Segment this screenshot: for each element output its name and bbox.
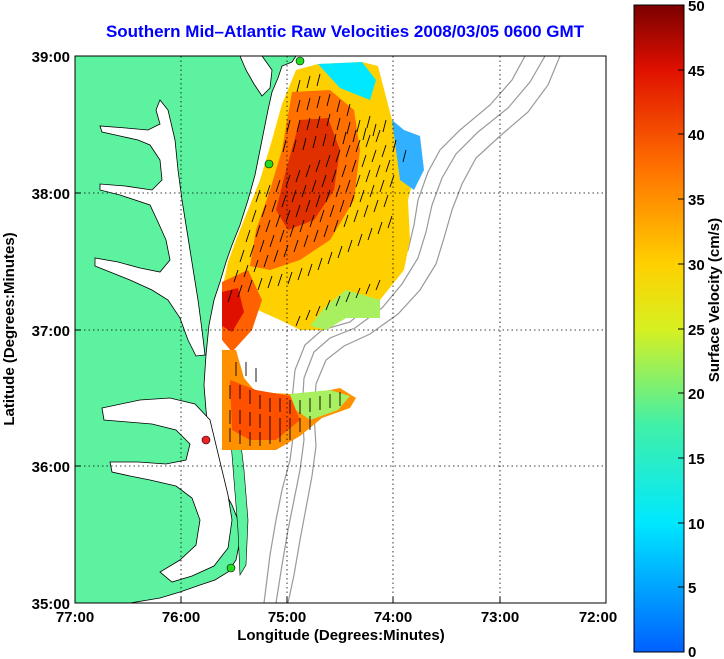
y-tick-label: 36:00 <box>32 459 70 476</box>
delaware-bay <box>239 56 273 97</box>
pamlico-sound <box>101 397 233 583</box>
station-marker <box>264 159 274 169</box>
chesapeake-bay <box>94 99 206 357</box>
radar-stations <box>201 56 305 573</box>
chart-title: Southern Mid–Atlantic Raw Velocities 200… <box>105 22 585 41</box>
tick-marks <box>74 55 607 604</box>
y-tick-label: 35:00 <box>32 596 70 613</box>
x-tick-label: 77:00 <box>56 609 94 626</box>
colorbar-tick-label: 50 <box>688 0 705 15</box>
station-marker <box>226 563 236 573</box>
velocity-vectors <box>227 73 407 446</box>
y-tick-label: 39:00 <box>32 49 70 66</box>
y-axis-label: Latitude (Degrees:Minutes) <box>1 232 18 425</box>
y-tick-label: 37:00 <box>32 323 70 340</box>
colorbar-tick-label: 40 <box>688 127 705 144</box>
x-tick-label: 76:00 <box>162 609 200 626</box>
x-tick-labels: 77:00 76:00 75:00 74:00 73:00 72:00 <box>56 609 617 626</box>
station-marker <box>201 435 211 445</box>
colorbar-tick-label: 45 <box>688 63 705 80</box>
colorbar-tick-label: 5 <box>688 580 696 597</box>
x-axis-label: Longitude (Degrees:Minutes) <box>237 627 445 644</box>
colorbar-tick-label: 20 <box>688 386 705 403</box>
velocity-region-west-peak <box>222 288 244 332</box>
y-tick-label: 38:00 <box>32 186 70 203</box>
x-tick-label: 74:00 <box>374 609 412 626</box>
colorbar-tick-label: 25 <box>688 322 705 339</box>
station-marker <box>295 56 305 66</box>
grid-lines <box>75 56 606 603</box>
velocity-region-green <box>310 290 380 330</box>
colorbar-tick-label: 0 <box>688 644 696 659</box>
x-tick-label: 72:00 <box>579 609 617 626</box>
velocity-region-east <box>392 120 424 190</box>
x-tick-label: 75:00 <box>268 609 306 626</box>
colorbar-tick-label: 35 <box>688 192 705 209</box>
colorbar-tick-label: 15 <box>688 451 705 468</box>
colorbar <box>633 4 685 653</box>
x-tick-label: 73:00 <box>481 609 519 626</box>
colorbar-ticks <box>678 4 684 653</box>
velocity-region-south-peak <box>230 380 300 440</box>
colorbar-tick-labels: 50 45 40 35 30 25 20 15 10 5 0 <box>688 0 705 659</box>
colorbar-label: Surface Velocity (cm/s) <box>706 218 723 382</box>
y-tick-labels: 39:00 38:00 37:00 36:00 35:00 <box>32 49 70 613</box>
colorbar-tick-label: 30 <box>688 257 705 274</box>
velocity-region-northeast <box>318 62 376 100</box>
colorbar-tick-label: 10 <box>688 516 705 533</box>
